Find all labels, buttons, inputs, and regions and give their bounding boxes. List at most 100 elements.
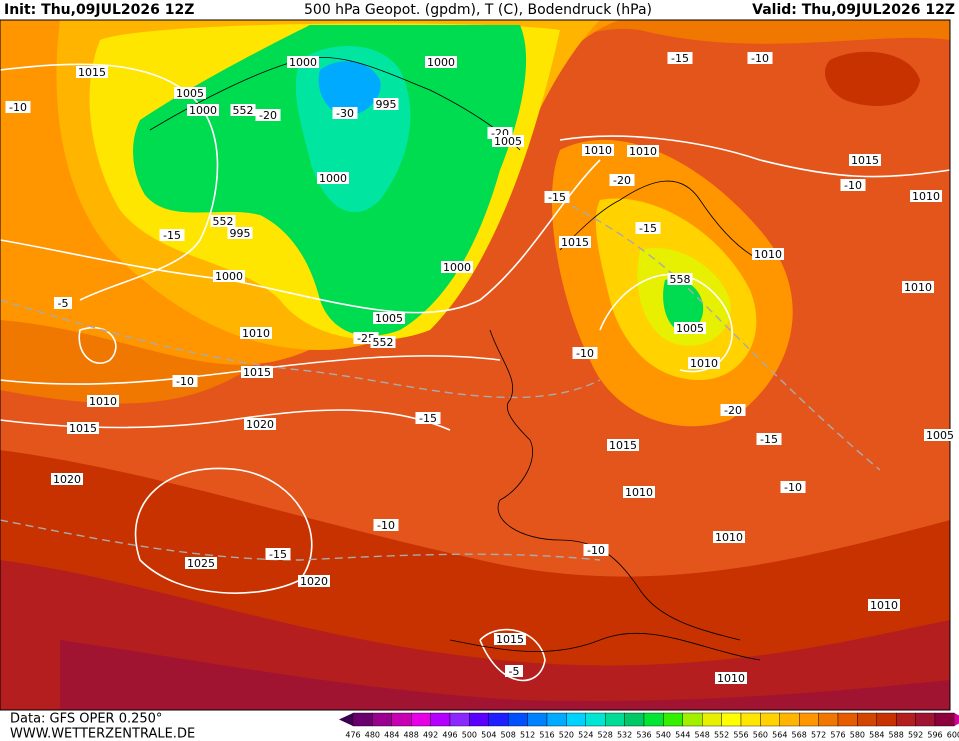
label-box (255, 109, 281, 121)
colorbar-swatch (643, 712, 664, 727)
isoline-label: 1005 (676, 322, 704, 335)
colorbar-label: 564 (772, 731, 787, 740)
label-box (317, 172, 349, 184)
isoline-label: -10 (844, 179, 862, 192)
colorbar-label: 508 (501, 731, 516, 740)
isoline-label: 552 (213, 215, 234, 228)
label-box (54, 297, 72, 309)
label-box (849, 154, 881, 166)
isoline-label: 1000 (189, 104, 217, 117)
label-box (756, 433, 782, 445)
colorbar-swatch (566, 712, 587, 727)
colorbar-arrow-right (954, 713, 959, 726)
label-box (607, 439, 639, 451)
colorbar-swatch (702, 712, 722, 727)
coastlines (149, 56, 761, 661)
isoline-label: 1010 (717, 672, 745, 685)
label-box (635, 222, 661, 234)
label-box (51, 473, 83, 485)
colorbar-label: 504 (481, 731, 496, 740)
colorbar-swatch (896, 712, 916, 727)
colorbar-swatch (391, 712, 412, 727)
label-box (172, 375, 198, 387)
colorbar-swatch (449, 712, 470, 727)
colorbar-swatch (430, 712, 451, 727)
isoline-label: 1015 (69, 422, 97, 435)
colorbar-label: 572 (811, 731, 826, 740)
colorbar-label: 600 (947, 731, 959, 740)
colorbar-swatch (624, 712, 645, 727)
label-box (559, 236, 591, 248)
isoline-label: 1005 (926, 429, 954, 442)
label-box (441, 261, 473, 273)
isoline-label: 1000 (427, 56, 455, 69)
isoline-label: 1015 (851, 154, 879, 167)
colorbar-swatch (818, 712, 839, 727)
colorbar-label: 488 (404, 731, 419, 740)
label-box (298, 575, 330, 587)
isoline-label: 1015 (609, 439, 637, 452)
label-box (244, 418, 276, 430)
colorbar-label: 584 (869, 731, 884, 740)
colorbar-swatch (546, 712, 567, 727)
colorbar-label: 492 (423, 731, 438, 740)
colorbar-swatch (469, 712, 489, 727)
label-box (5, 101, 31, 113)
label-box (752, 248, 784, 260)
isoline-label: 1020 (300, 575, 328, 588)
isoline-label: 1020 (53, 473, 81, 486)
colorbar-label: 500 (462, 731, 477, 740)
colorbar-label: 496 (442, 731, 457, 740)
isoline-label: -10 (9, 101, 27, 114)
isoline-label: 1020 (246, 418, 274, 431)
label-box (159, 229, 185, 241)
isoline-label: 1015 (78, 66, 106, 79)
label-box (780, 481, 806, 493)
label-box (227, 227, 253, 239)
colorbar-swatch (876, 712, 897, 727)
colorbar-swatch (605, 712, 625, 727)
isoline-label: 1005 (176, 87, 204, 100)
isoline-label: -20 (259, 109, 277, 122)
map-field (0, 20, 950, 710)
colorbar-arrow-left (339, 713, 353, 726)
colorbar-swatch (411, 712, 431, 727)
label-box (240, 327, 272, 339)
isoline-label: 1010 (912, 190, 940, 203)
label-box (425, 56, 457, 68)
isoline-label: -30 (336, 107, 354, 120)
colorbar-label: 528 (598, 731, 613, 740)
colorbar-label: 560 (753, 731, 768, 740)
isoline-label: 1010 (629, 145, 657, 158)
isoline-label: -10 (377, 519, 395, 532)
label-box (373, 98, 399, 110)
label-box (210, 215, 236, 227)
label-box (902, 281, 934, 293)
valid-time: Valid: Thu,09JUL2026 12Z (752, 2, 955, 18)
isoline-label: -5 (509, 665, 520, 678)
isoline-label: -20 (724, 404, 742, 417)
colorbar-swatch (799, 712, 819, 727)
label-box (720, 404, 746, 416)
colorbar-label: 596 (927, 731, 942, 740)
isoline-label: 558 (670, 273, 691, 286)
label-box (688, 357, 720, 369)
isoline-label: 552 (233, 104, 254, 117)
colorbar-swatch (837, 712, 858, 727)
isoline-label: 1005 (375, 312, 403, 325)
colorbar-label: 588 (889, 731, 904, 740)
isoline-label: -15 (548, 191, 566, 204)
label-box (187, 104, 219, 116)
colorbar-swatch (740, 712, 761, 727)
colorbar-label: 512 (520, 731, 535, 740)
label-box (747, 52, 773, 64)
isoline-label: 1025 (187, 557, 215, 570)
isoline-label: -10 (784, 481, 802, 494)
isoline-label: 1010 (89, 395, 117, 408)
label-box (373, 312, 405, 324)
label-box (667, 52, 693, 64)
isoline-label: 1010 (904, 281, 932, 294)
colorbar-label: 568 (792, 731, 807, 740)
